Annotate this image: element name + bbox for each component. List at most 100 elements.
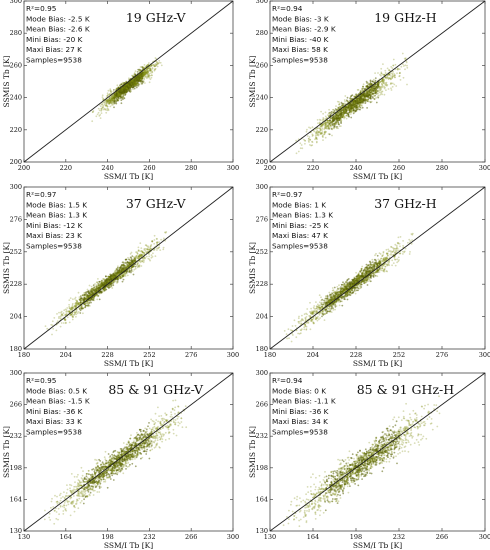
scatter-point xyxy=(322,136,324,139)
scatter-point xyxy=(118,271,121,274)
scatter-point xyxy=(155,237,158,240)
scatter-point xyxy=(387,88,390,90)
scatter-point xyxy=(122,278,125,281)
scatter-point xyxy=(368,83,371,86)
scatter-point xyxy=(357,97,359,100)
scatter-point xyxy=(377,96,380,99)
scatter-point xyxy=(100,283,102,286)
scatter-point xyxy=(146,72,148,75)
y-tick-label: 204 xyxy=(256,313,268,321)
scatter-point xyxy=(141,254,143,256)
scatter-point xyxy=(106,100,109,102)
scatter-point xyxy=(301,147,304,150)
scatter-point xyxy=(340,109,343,112)
scatter-point xyxy=(156,241,159,244)
scatter-point xyxy=(114,269,117,272)
scatter-point xyxy=(382,80,384,83)
scatter-point xyxy=(109,105,112,108)
scatter-point xyxy=(390,89,393,91)
scatter-point xyxy=(325,127,328,130)
scatter-point xyxy=(135,255,138,257)
scatter-point xyxy=(317,133,320,136)
scatter-point xyxy=(315,130,318,133)
scatter-point xyxy=(145,69,148,72)
scatter-point xyxy=(379,89,381,91)
scatter-point xyxy=(299,142,302,145)
scatter-point xyxy=(123,262,125,264)
scatter-point xyxy=(143,71,146,74)
scatter-point xyxy=(377,92,379,95)
scatter-point xyxy=(358,104,361,106)
scatter-point xyxy=(86,288,89,291)
scatter-point xyxy=(305,130,308,133)
scatter-point xyxy=(327,126,329,128)
scatter-point xyxy=(346,100,349,103)
scatter-point xyxy=(365,80,368,83)
scatter-point xyxy=(148,67,151,70)
scatter-point xyxy=(360,104,363,106)
scatter-point xyxy=(372,90,374,93)
scatter-point xyxy=(75,301,78,304)
scatter-point xyxy=(154,57,157,59)
scatter-point xyxy=(160,64,163,67)
scatter-point xyxy=(316,132,318,134)
scatter-point xyxy=(119,276,122,278)
scatter-point xyxy=(123,82,125,84)
scatter-point xyxy=(352,103,354,105)
scatter-point xyxy=(99,114,102,116)
scatter-point xyxy=(384,86,386,89)
scatter-point xyxy=(354,94,357,97)
scatter-point xyxy=(66,316,69,319)
scatter-point xyxy=(114,96,116,98)
scatter-point xyxy=(122,87,124,90)
scatter-point xyxy=(374,81,376,83)
scatter-point xyxy=(348,109,351,112)
scatter-point xyxy=(330,126,332,128)
scatter-point xyxy=(341,111,343,114)
scatter-point xyxy=(144,71,147,73)
scatter-point xyxy=(315,141,318,144)
scatter-point xyxy=(111,97,113,100)
scatter-point xyxy=(102,97,104,100)
scatter-point xyxy=(365,93,368,95)
y-tick-label: 280 xyxy=(10,29,22,37)
scatter-point xyxy=(385,89,387,92)
scatter-point xyxy=(105,99,108,102)
scatter-point xyxy=(98,109,101,112)
scatter-point xyxy=(100,279,103,282)
scatter-point xyxy=(338,103,340,106)
scatter-point xyxy=(126,91,128,93)
y-tick-label: 220 xyxy=(10,126,22,134)
scatter-point xyxy=(162,248,165,251)
scatter-point xyxy=(120,274,123,277)
scatter-point xyxy=(52,327,55,330)
scatter-point xyxy=(141,251,144,253)
scatter-point xyxy=(113,96,115,99)
scatter-point xyxy=(343,110,346,113)
scatter-point xyxy=(351,106,354,109)
scatter-point xyxy=(66,307,69,309)
scatter-point xyxy=(63,318,66,320)
scatter-point xyxy=(309,138,312,141)
scatter-point xyxy=(106,99,109,102)
scatter-point xyxy=(109,99,112,101)
scatter-point xyxy=(74,312,77,315)
scatter-point xyxy=(110,95,113,98)
scatter-point xyxy=(144,69,147,72)
scatter-point xyxy=(389,78,392,81)
scatter-point xyxy=(106,100,109,103)
scatter-point xyxy=(406,64,408,67)
scatter-point xyxy=(143,77,146,79)
scatter-point xyxy=(141,66,144,68)
scatter-point xyxy=(335,105,337,107)
scatter-point xyxy=(108,280,111,282)
scatter-point xyxy=(333,119,335,121)
scatter-point xyxy=(137,84,140,87)
scatter-point xyxy=(137,68,140,71)
scatter-point xyxy=(380,67,383,70)
scatter-point xyxy=(380,71,383,74)
scatter-point xyxy=(345,110,348,113)
scatter-point xyxy=(322,124,324,126)
scatter-point xyxy=(380,88,382,91)
